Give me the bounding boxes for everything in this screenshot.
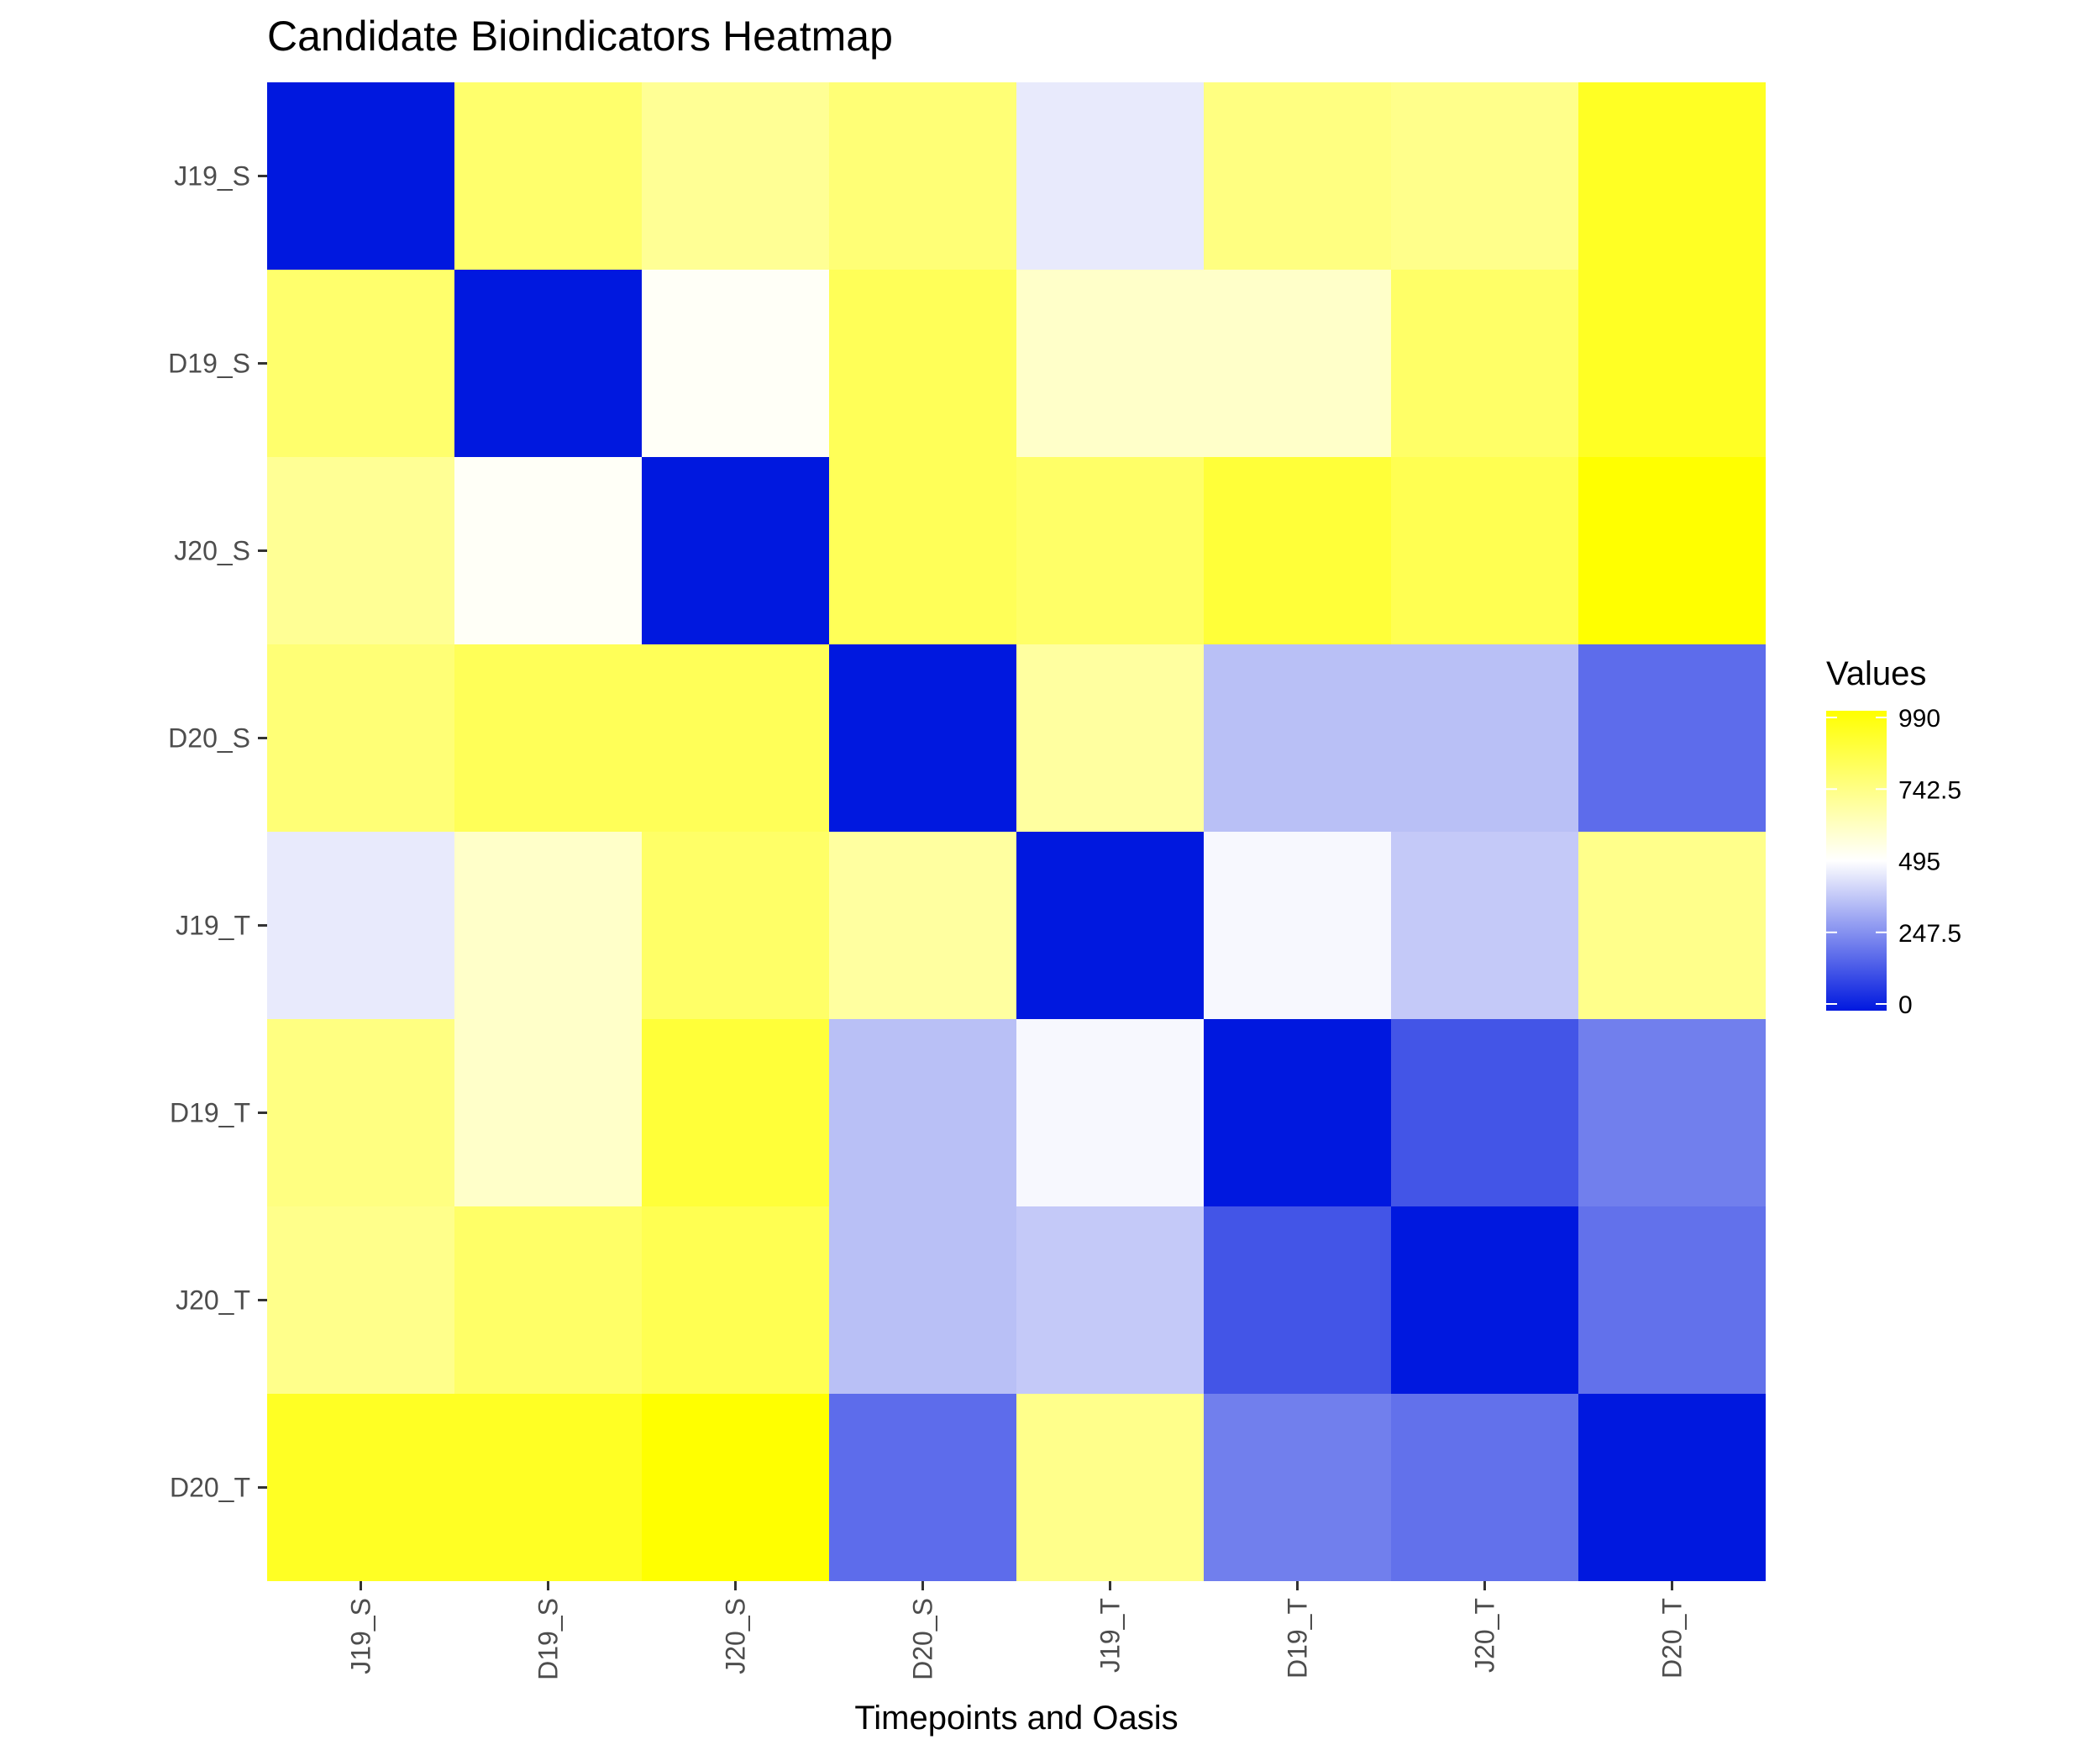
heatmap-cell [829, 644, 1016, 832]
heatmap-cell [1578, 1206, 1766, 1394]
heatmap-cell [267, 832, 454, 1019]
heatmap-cell [1204, 832, 1391, 1019]
heatmap-cell [454, 1394, 642, 1581]
heatmap-cell [1016, 270, 1204, 457]
heatmap-cell [1578, 1019, 1766, 1206]
heatmap-cell [642, 1206, 829, 1394]
heatmap-cell [1391, 1019, 1578, 1206]
heatmap-cell [267, 457, 454, 644]
heatmap-cell [1578, 644, 1766, 832]
x-tick-label: J19_S [346, 1598, 376, 1674]
heatmap-cell [267, 82, 454, 270]
y-tick-label: D20_S [168, 723, 250, 754]
heatmap-cell [1016, 1019, 1204, 1206]
heatmap-cell [1204, 1394, 1391, 1581]
y-axis: J19_S D19_S J20_S D20_S J19_T D19_T J20_T D20_T [168, 161, 267, 1503]
color-legend: Values 990 742.5 495 247.5 0 [1826, 655, 1961, 1019]
x-tick-label: D20_T [1657, 1598, 1688, 1679]
heatmap-cell [642, 457, 829, 644]
y-tick-label: J20_S [174, 536, 250, 566]
x-tick-label: J19_T [1095, 1598, 1126, 1673]
legend-title: Values [1826, 655, 1926, 692]
y-tick-label: D19_T [170, 1098, 250, 1128]
heatmap-cell [1204, 82, 1391, 270]
heatmap-cell [1578, 1394, 1766, 1581]
heatmap-cell [1204, 457, 1391, 644]
heatmap-cell [1578, 457, 1766, 644]
legend-tick-label: 0 [1898, 991, 1913, 1019]
heatmap-cell [829, 1019, 1016, 1206]
y-tick-label: J19_S [174, 161, 250, 192]
heatmap-cell [829, 832, 1016, 1019]
heatmap-cell [1391, 457, 1578, 644]
y-tick-label: J19_T [176, 911, 250, 941]
heatmap-cell [829, 457, 1016, 644]
heatmap-cell [1204, 1019, 1391, 1206]
heatmap-cell [267, 644, 454, 832]
x-tick-label: J20_T [1470, 1598, 1500, 1673]
y-tick-label: J20_T [176, 1285, 250, 1316]
legend-tick-label: 495 [1898, 849, 1940, 876]
heatmap-cell [1391, 644, 1578, 832]
heatmap-cell [1204, 644, 1391, 832]
x-axis: J19_S D19_S J20_S D20_S J19_T D19_T J20_T D20_T [346, 1581, 1688, 1680]
heatmap-cell [1016, 1394, 1204, 1581]
heatmap-cell [1016, 457, 1204, 644]
heatmap-cell [829, 1394, 1016, 1581]
heatmap-cell [454, 832, 642, 1019]
heatmap-cell [1204, 1206, 1391, 1394]
heatmap-cell [1204, 270, 1391, 457]
x-tick-label: D19_T [1283, 1598, 1313, 1679]
heatmap-cell [829, 82, 1016, 270]
heatmap-cell [1578, 270, 1766, 457]
heatmap-cell [1391, 270, 1578, 457]
heatmap-cell [267, 270, 454, 457]
heatmap-cell [1016, 832, 1204, 1019]
x-axis-title: Timepoints and Oasis [854, 1700, 1178, 1737]
heatmap-cell [454, 270, 642, 457]
heatmap-cell [642, 1394, 829, 1581]
heatmap-cell [267, 1394, 454, 1581]
chart-title: Candidate Bioindicators Heatmap [267, 13, 893, 60]
heatmap-cell [454, 457, 642, 644]
heatmap-cell [1016, 1206, 1204, 1394]
x-tick-label: D20_S [908, 1598, 938, 1680]
heatmap-cell [1391, 832, 1578, 1019]
heatmap-cell [642, 82, 829, 270]
heatmap-cell [1391, 1206, 1578, 1394]
y-tick-label: D20_T [170, 1473, 250, 1503]
x-tick-label: J20_S [721, 1598, 751, 1674]
heatmap-cell [1391, 1394, 1578, 1581]
y-tick-label: D19_S [168, 349, 250, 379]
heatmap-cell [267, 1206, 454, 1394]
heatmap-cell [454, 1019, 642, 1206]
heatmap-cell [1578, 82, 1766, 270]
heatmap-cell [642, 832, 829, 1019]
heatmap-cell [642, 644, 829, 832]
legend-tick-label: 247.5 [1898, 920, 1961, 948]
heatmap-cell [1391, 82, 1578, 270]
x-tick-label: D19_S [533, 1598, 564, 1680]
heatmap-cell [829, 1206, 1016, 1394]
heatmap-cell [454, 644, 642, 832]
heatmap-cell [1016, 82, 1204, 270]
heatmap-cell [267, 1019, 454, 1206]
heatmap-cells [267, 82, 1766, 1581]
heatmap-cell [1578, 832, 1766, 1019]
legend-tick-label: 990 [1898, 705, 1940, 733]
legend-ticks: 990 742.5 495 247.5 0 [1826, 705, 1961, 1019]
heatmap-cell [642, 1019, 829, 1206]
heatmap-cell [1016, 644, 1204, 832]
heatmap-cell [454, 1206, 642, 1394]
heatmap-cell [642, 270, 829, 457]
heatmap-cell [454, 82, 642, 270]
legend-tick-label: 742.5 [1898, 776, 1961, 804]
heatmap-cell [829, 270, 1016, 457]
